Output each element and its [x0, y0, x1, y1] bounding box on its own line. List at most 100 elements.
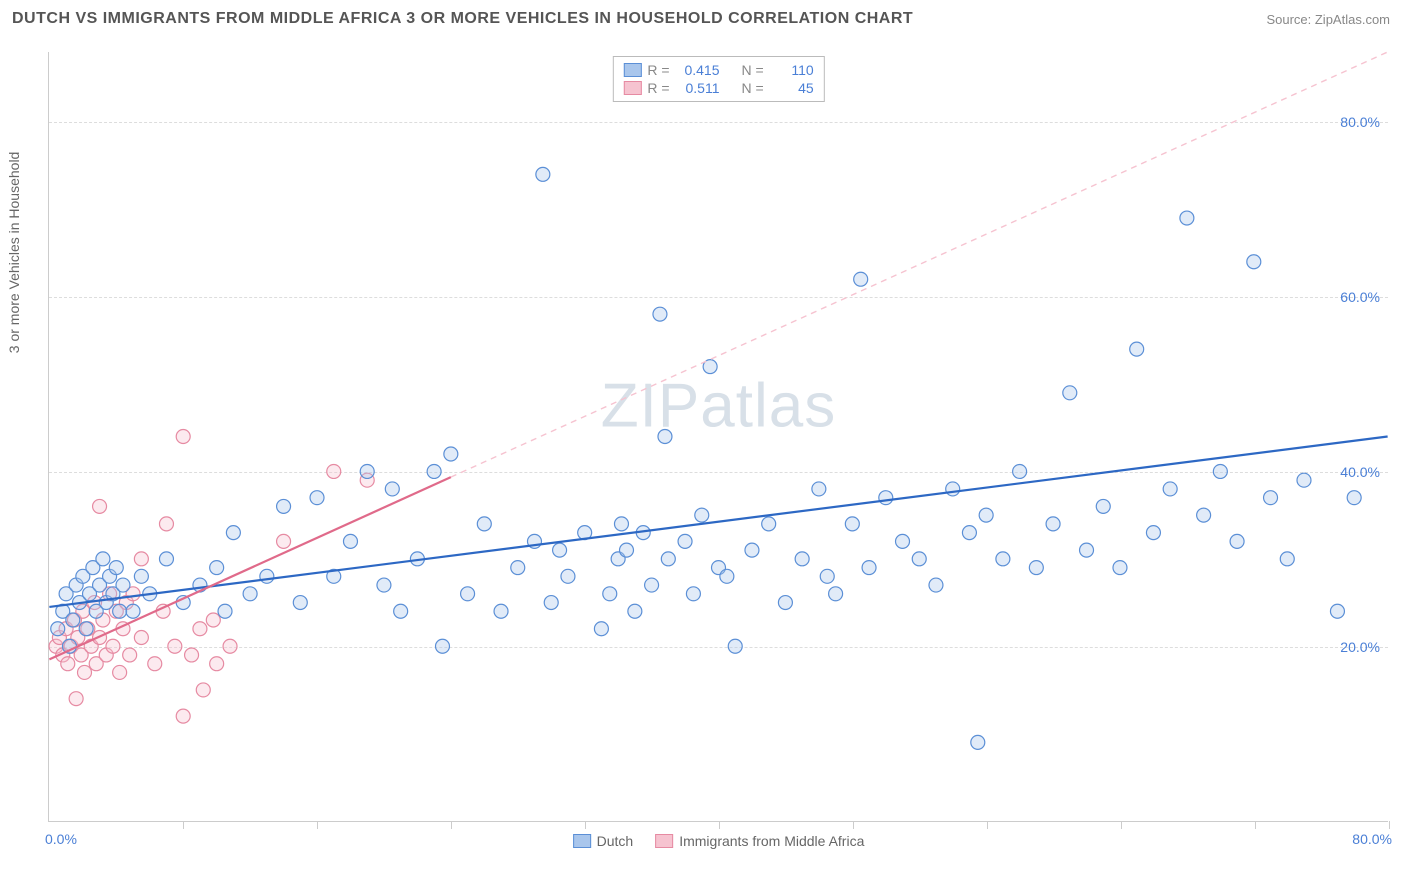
scatter-point: [185, 648, 199, 662]
scatter-point: [962, 526, 976, 540]
scatter-point: [277, 534, 291, 548]
x-tick: [853, 821, 854, 829]
scatter-point: [896, 534, 910, 548]
scatter-point: [854, 272, 868, 286]
x-max-label: 80.0%: [1352, 831, 1392, 847]
scatter-point: [168, 639, 182, 653]
plot-area: ZIPatlas 20.0%40.0%60.0%80.0% R =0.415N …: [48, 52, 1388, 822]
scatter-point: [226, 526, 240, 540]
scatter-point: [1096, 499, 1110, 513]
scatter-point: [66, 613, 80, 627]
scatter-point: [658, 430, 672, 444]
scatter-point: [628, 604, 642, 618]
legend-item: Immigrants from Middle Africa: [655, 833, 864, 849]
source-label: Source: ZipAtlas.com: [1266, 12, 1390, 27]
scatter-point: [1130, 342, 1144, 356]
scatter-point: [979, 508, 993, 522]
scatter-point: [1230, 534, 1244, 548]
n-value: 110: [770, 62, 814, 78]
scatter-point: [1247, 255, 1261, 269]
scatter-point: [1347, 491, 1361, 505]
scatter-svg: [49, 52, 1388, 821]
scatter-point: [134, 630, 148, 644]
scatter-point: [1063, 386, 1077, 400]
scatter-point: [862, 561, 876, 575]
scatter-point: [653, 307, 667, 321]
y-axis-label: 3 or more Vehicles in Household: [6, 152, 22, 354]
scatter-point: [996, 552, 1010, 566]
scatter-point: [394, 604, 408, 618]
scatter-point: [310, 491, 324, 505]
r-label: R =: [647, 80, 669, 96]
scatter-point: [1213, 464, 1227, 478]
scatter-point: [603, 587, 617, 601]
chart-title: DUTCH VS IMMIGRANTS FROM MIDDLE AFRICA 3…: [12, 10, 913, 28]
scatter-point: [113, 665, 127, 679]
scatter-point: [1180, 211, 1194, 225]
scatter-point: [126, 604, 140, 618]
scatter-point: [946, 482, 960, 496]
scatter-point: [879, 491, 893, 505]
scatter-point: [845, 517, 859, 531]
scatter-point: [327, 464, 341, 478]
scatter-point: [444, 447, 458, 461]
scatter-point: [210, 657, 224, 671]
scatter-point: [762, 517, 776, 531]
x-tick: [719, 821, 720, 829]
r-value: 0.511: [676, 80, 720, 96]
scatter-point: [134, 569, 148, 583]
x-tick: [317, 821, 318, 829]
scatter-point: [51, 622, 65, 636]
legend-label: Immigrants from Middle Africa: [679, 833, 864, 849]
x-tick: [183, 821, 184, 829]
scatter-point: [223, 639, 237, 653]
scatter-point: [79, 622, 93, 636]
scatter-point: [343, 534, 357, 548]
scatter-point: [594, 622, 608, 636]
trend-line-dutch: [49, 437, 1387, 607]
scatter-point: [745, 543, 759, 557]
scatter-point: [260, 569, 274, 583]
scatter-point: [385, 482, 399, 496]
scatter-point: [778, 596, 792, 610]
scatter-point: [116, 578, 130, 592]
scatter-point: [377, 578, 391, 592]
scatter-point: [1013, 464, 1027, 478]
scatter-point: [620, 543, 634, 557]
scatter-point: [645, 578, 659, 592]
legend-row: R =0.415N =110: [623, 61, 813, 79]
scatter-point: [61, 657, 75, 671]
scatter-point: [1163, 482, 1177, 496]
x-tick: [585, 821, 586, 829]
n-label: N =: [742, 80, 764, 96]
scatter-point: [561, 569, 575, 583]
scatter-point: [1280, 552, 1294, 566]
scatter-point: [206, 613, 220, 627]
legend-label: Dutch: [597, 833, 634, 849]
scatter-point: [218, 604, 232, 618]
r-value: 0.415: [676, 62, 720, 78]
x-tick: [987, 821, 988, 829]
scatter-point: [159, 552, 173, 566]
x-tick: [451, 821, 452, 829]
legend-correlation: R =0.415N =110R =0.511N =45: [612, 56, 824, 102]
scatter-point: [243, 587, 257, 601]
scatter-point: [69, 692, 83, 706]
legend-swatch: [655, 834, 673, 848]
scatter-point: [193, 622, 207, 636]
scatter-point: [494, 604, 508, 618]
x-tick: [1121, 821, 1122, 829]
scatter-point: [929, 578, 943, 592]
scatter-point: [695, 508, 709, 522]
scatter-point: [210, 561, 224, 575]
scatter-point: [511, 561, 525, 575]
scatter-point: [427, 464, 441, 478]
scatter-point: [109, 561, 123, 575]
scatter-point: [1080, 543, 1094, 557]
n-value: 45: [770, 80, 814, 96]
scatter-point: [293, 596, 307, 610]
n-label: N =: [742, 62, 764, 78]
legend-series: Dutch Immigrants from Middle Africa: [573, 833, 865, 849]
scatter-point: [113, 604, 127, 618]
scatter-point: [461, 587, 475, 601]
